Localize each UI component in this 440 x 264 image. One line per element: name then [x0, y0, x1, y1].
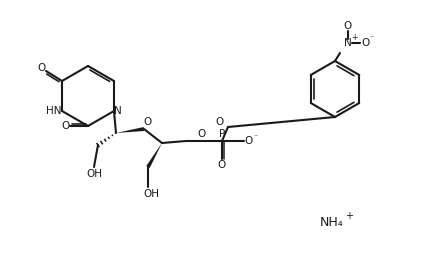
Text: O: O	[216, 117, 224, 127]
Polygon shape	[146, 143, 162, 168]
Text: +: +	[345, 211, 353, 221]
Text: N: N	[344, 38, 352, 48]
Text: ⁻: ⁻	[370, 34, 374, 43]
Text: OH: OH	[86, 169, 102, 179]
Text: O: O	[245, 136, 253, 146]
Text: N: N	[114, 106, 122, 116]
Text: O: O	[37, 63, 45, 73]
Text: HN: HN	[46, 106, 62, 116]
Polygon shape	[116, 127, 144, 133]
Text: NH₄: NH₄	[320, 215, 344, 229]
Text: O: O	[218, 160, 226, 170]
Text: OH: OH	[143, 189, 159, 199]
Text: O: O	[144, 117, 152, 127]
Text: O: O	[61, 121, 69, 131]
Text: O: O	[344, 21, 352, 31]
Text: O: O	[362, 38, 370, 48]
Text: ⁻: ⁻	[254, 133, 258, 142]
Text: +: +	[351, 34, 357, 43]
Text: O: O	[198, 129, 206, 139]
Text: P: P	[219, 129, 225, 139]
